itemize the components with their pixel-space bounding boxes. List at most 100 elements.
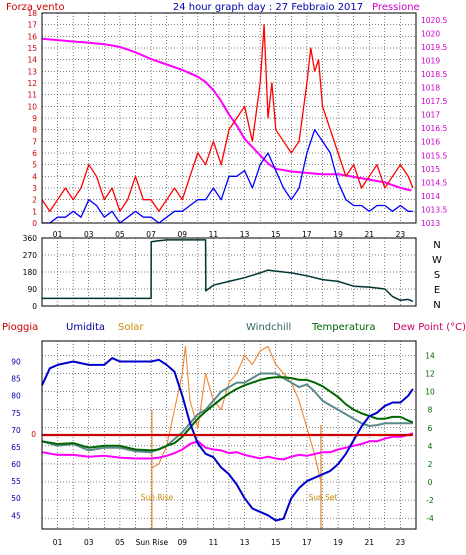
p3-x-tick-0: 01 bbox=[53, 538, 63, 547]
p3-line-solar bbox=[150, 345, 322, 483]
p2-left-tick-90: 90 bbox=[27, 285, 37, 294]
p1-right-tick-1014.5: 1014.5 bbox=[421, 178, 447, 187]
p1-right-tick-1017: 1017 bbox=[421, 111, 440, 120]
p3-line-umidita bbox=[41, 357, 414, 522]
p1-left-tick-15: 15 bbox=[27, 44, 37, 53]
panel1-left-label: Forza vento bbox=[6, 2, 65, 13]
p3-left-tick-90: 90 bbox=[11, 358, 21, 367]
p3-x-tick-6: 13 bbox=[240, 538, 250, 547]
p2-compass-0: N bbox=[433, 240, 440, 251]
p1-x-tick-05: 05 bbox=[115, 230, 125, 239]
p1-left-tick-12: 12 bbox=[27, 79, 37, 88]
p3-right-tick-4: 4 bbox=[428, 442, 433, 451]
panel2-series bbox=[42, 239, 414, 302]
p1-x-tick-21: 21 bbox=[364, 230, 374, 239]
p1-right-tick-1018: 1018 bbox=[421, 84, 440, 93]
p3-x-tick-11: 23 bbox=[396, 538, 406, 547]
p1-left-tick-18: 18 bbox=[27, 9, 37, 18]
p3-left-tick-50: 50 bbox=[11, 494, 21, 503]
p3-right-tick-0: 0 bbox=[428, 478, 433, 487]
p3-left-tick-75: 75 bbox=[11, 409, 21, 418]
p1-left-tick-10: 10 bbox=[27, 102, 37, 111]
p3-right-tick-6: 6 bbox=[428, 424, 433, 433]
p1-x-tick-03: 03 bbox=[84, 230, 94, 239]
p3-x-tick-1: 03 bbox=[84, 538, 94, 547]
p1-right-tick-1017.5: 1017.5 bbox=[421, 97, 447, 106]
p1-right-tick-1015.5: 1015.5 bbox=[421, 151, 447, 160]
p1-x-tick-13: 13 bbox=[240, 230, 250, 239]
p1-left-tick-17: 17 bbox=[27, 21, 37, 30]
panel3-series bbox=[41, 345, 414, 529]
p3-right-tick-14: 14 bbox=[425, 351, 435, 360]
p1-left-tick-0: 0 bbox=[32, 219, 37, 228]
panel3-frame bbox=[41, 340, 417, 530]
p1-x-tick-17: 17 bbox=[302, 230, 312, 239]
p2-compass-2: S bbox=[434, 270, 440, 281]
p1-left-tick-9: 9 bbox=[32, 114, 37, 123]
p3-left-tick-80: 80 bbox=[11, 392, 21, 401]
p1-right-tick-1016.5: 1016.5 bbox=[421, 124, 447, 133]
legend-umidita: Umidita bbox=[66, 322, 105, 333]
p1-left-tick-13: 13 bbox=[27, 67, 37, 76]
p1-right-tick-1013.5: 1013.5 bbox=[421, 205, 447, 214]
p3-left-tick-65: 65 bbox=[11, 443, 21, 452]
p2-left-tick-0: 0 bbox=[32, 302, 37, 311]
panel3-ticks: -4 -2 0 2 4 6 8 10 12 14 45 50 55 60 65 70 75 80 85 90 01 03 0… bbox=[11, 351, 435, 547]
p3-line-dew-point bbox=[41, 432, 414, 461]
p3-right-tick-8: 8 bbox=[428, 406, 433, 415]
p3-right-tick-10: 10 bbox=[425, 388, 435, 397]
p1-x-tick-07: 07 bbox=[146, 230, 156, 239]
p1-left-tick-5: 5 bbox=[32, 161, 37, 170]
panel2-frame bbox=[41, 237, 417, 307]
panel1-series bbox=[41, 24, 414, 224]
p3-x-tick-9: 19 bbox=[333, 538, 343, 547]
p1-x-tick-23: 23 bbox=[396, 230, 406, 239]
p2-left-tick-360: 360 bbox=[23, 234, 38, 243]
p1-right-tick-1018.5: 1018.5 bbox=[421, 70, 447, 79]
p3-x-tick-2: 05 bbox=[115, 538, 125, 547]
p1-right-tick-1014: 1014 bbox=[421, 192, 440, 201]
p1-right-tick-1020.5: 1020.5 bbox=[421, 16, 447, 25]
p2-line-wind-direction bbox=[42, 239, 414, 302]
p1-right-tick-1019.5: 1019.5 bbox=[421, 43, 447, 52]
legend-windchill: Windchill bbox=[246, 322, 291, 333]
rain-axis-label: 0 bbox=[31, 430, 36, 439]
p1-left-tick-14: 14 bbox=[27, 56, 37, 65]
p1-left-tick-7: 7 bbox=[32, 137, 37, 146]
p1-right-tick-1019: 1019 bbox=[421, 56, 440, 65]
p1-left-tick-3: 3 bbox=[32, 184, 37, 193]
p3-left-tick-45: 45 bbox=[11, 511, 21, 520]
sun-rise-annotation: Sun Rise bbox=[141, 493, 174, 502]
p1-left-tick-11: 11 bbox=[27, 91, 37, 100]
p1-right-tick-1015: 1015 bbox=[421, 165, 440, 174]
sun-set-annotation: Sun Set bbox=[309, 493, 338, 502]
p2-left-tick-180: 180 bbox=[23, 268, 38, 277]
p3-left-tick-85: 85 bbox=[11, 375, 21, 384]
p1-x-tick-15: 15 bbox=[271, 230, 281, 239]
p1-line-wind-gust bbox=[41, 24, 414, 212]
panel1-right-label: Pressione bbox=[372, 2, 420, 13]
p3-right-tick--4: -4 bbox=[426, 514, 434, 523]
p1-x-tick-09: 09 bbox=[177, 230, 187, 239]
legend-temperatura: Temperatura bbox=[311, 322, 376, 333]
p3-x-tick-7: 15 bbox=[271, 538, 281, 547]
p3-line-temperatura bbox=[41, 376, 414, 452]
p1-line-pressione bbox=[41, 37, 412, 192]
p3-x-tick-5: 11 bbox=[209, 538, 219, 547]
p3-left-tick-60: 60 bbox=[11, 460, 21, 469]
p3-x-tick-10: 21 bbox=[364, 538, 374, 547]
p2-compass-3: E bbox=[434, 285, 440, 296]
p3-left-tick-55: 55 bbox=[11, 477, 21, 486]
p1-right-tick-1020: 1020 bbox=[421, 29, 440, 38]
p2-compass-4: N bbox=[433, 300, 440, 311]
panel1-title: 24 hour graph day : 27 Febbraio 2017 bbox=[173, 2, 363, 13]
legend-pioggia: Pioggia bbox=[2, 322, 38, 333]
p3-x-tick-3: Sun Rise bbox=[136, 538, 169, 547]
p1-left-tick-2: 2 bbox=[32, 196, 37, 205]
p3-right-tick--2: -2 bbox=[426, 496, 434, 505]
p3-line-windchill bbox=[41, 372, 413, 454]
p1-left-tick-1: 1 bbox=[32, 207, 37, 216]
p1-right-tick-1013: 1013 bbox=[421, 219, 440, 228]
